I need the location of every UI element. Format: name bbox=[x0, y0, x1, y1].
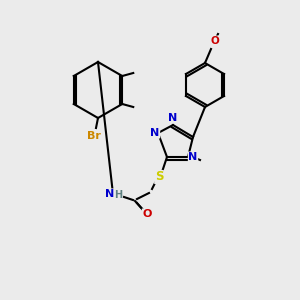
Text: Br: Br bbox=[87, 131, 101, 141]
Text: H: H bbox=[114, 190, 122, 200]
Text: N: N bbox=[150, 128, 160, 138]
Text: O: O bbox=[142, 209, 152, 219]
Text: N: N bbox=[105, 189, 115, 199]
Text: N: N bbox=[188, 152, 198, 162]
Text: O: O bbox=[211, 36, 219, 46]
Text: S: S bbox=[155, 170, 163, 184]
Text: N: N bbox=[168, 113, 178, 123]
